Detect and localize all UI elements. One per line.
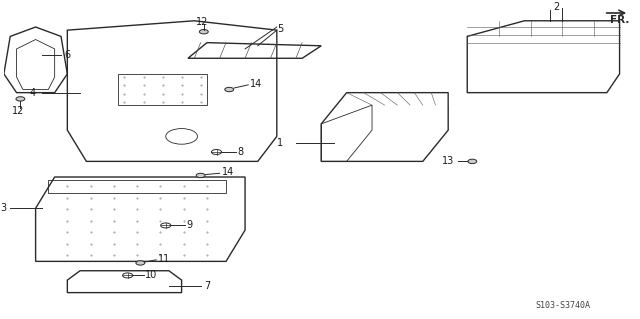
Text: 6: 6 — [64, 50, 70, 60]
Circle shape — [468, 159, 477, 164]
Bar — [118, 74, 207, 105]
Text: 9: 9 — [187, 220, 193, 230]
Text: 4: 4 — [29, 88, 35, 98]
Text: 1: 1 — [277, 137, 283, 148]
Circle shape — [16, 97, 25, 101]
Text: 10: 10 — [145, 271, 157, 280]
Text: 11: 11 — [158, 254, 170, 264]
Text: S103-S3740A: S103-S3740A — [535, 300, 590, 310]
Text: 3: 3 — [1, 203, 7, 213]
Text: 5: 5 — [277, 24, 283, 33]
Circle shape — [196, 173, 205, 178]
Text: 14: 14 — [221, 167, 234, 177]
Text: 12: 12 — [196, 17, 208, 27]
Text: 13: 13 — [442, 156, 454, 167]
Text: 12: 12 — [12, 106, 24, 116]
Circle shape — [200, 30, 208, 34]
Text: 7: 7 — [204, 281, 210, 291]
Text: 14: 14 — [250, 79, 262, 89]
Text: 2: 2 — [553, 2, 559, 12]
Text: FR.: FR. — [610, 15, 629, 25]
Text: 8: 8 — [237, 147, 244, 157]
Circle shape — [225, 87, 234, 92]
Circle shape — [136, 261, 145, 265]
